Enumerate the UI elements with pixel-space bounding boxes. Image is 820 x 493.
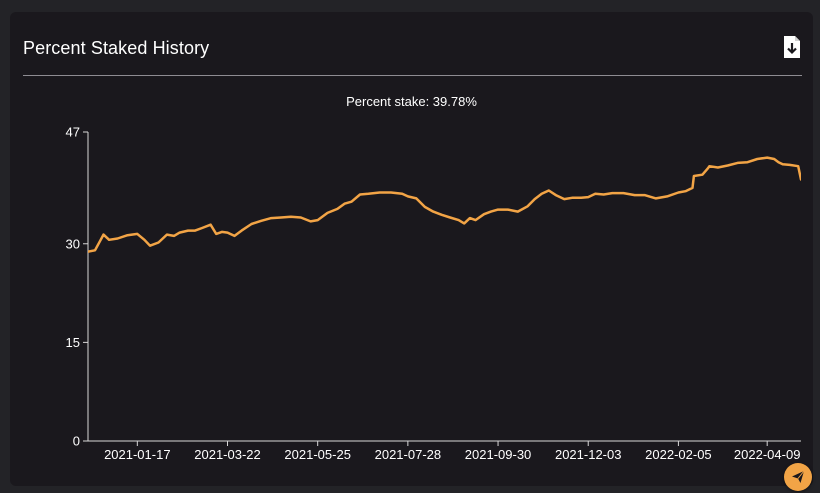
line-chart: 0 15 30 47 2021-01-17 2021-03-22 2021-05-25 202…: [66, 125, 801, 462]
x-tick-label: 2021-05-25: [284, 447, 351, 462]
x-tick-label: 2021-07-28: [375, 447, 442, 462]
x-tick-label: 2021-09-30: [465, 447, 532, 462]
y-tick-label: 30: [66, 236, 80, 251]
x-tick-label: 2021-01-17: [104, 447, 171, 462]
chart-panel: Percent Staked History Percent stake: 39…: [10, 12, 813, 491]
y-tick-label: 0: [73, 434, 80, 449]
title-divider: [23, 75, 802, 76]
chart-subtitle: Percent stake: 39.78%: [346, 94, 477, 109]
x-tick-label: 2021-03-22: [194, 447, 261, 462]
series-line: [88, 156, 801, 253]
y-tick-label: 47: [66, 125, 80, 140]
y-tick-label: 15: [66, 335, 80, 350]
download-file-icon[interactable]: [782, 35, 802, 59]
panel-title: Percent Staked History: [23, 38, 210, 58]
send-icon: [792, 470, 805, 483]
x-tick-label: 2022-04-09: [734, 447, 801, 462]
x-tick-label: 2021-12-03: [555, 447, 622, 462]
send-button[interactable]: [784, 463, 812, 491]
x-tick-label: 2022-02-05: [645, 447, 712, 462]
